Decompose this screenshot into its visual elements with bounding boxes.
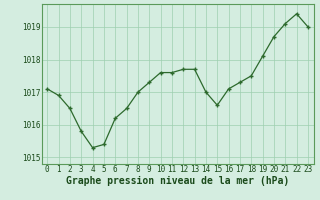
X-axis label: Graphe pression niveau de la mer (hPa): Graphe pression niveau de la mer (hPa) xyxy=(66,176,289,186)
